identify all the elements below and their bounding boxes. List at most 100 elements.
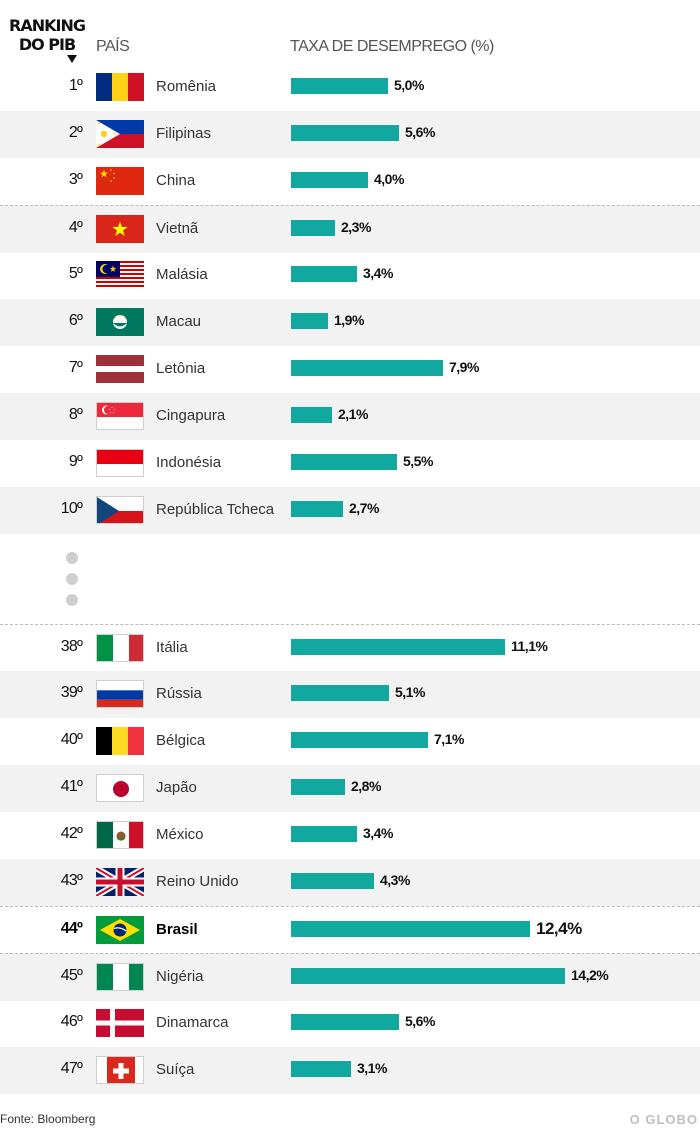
value-label: 7,9% [449,359,479,375]
ranking-row: 39º Rússia 5,1% [0,671,700,718]
nigeria-flag [96,963,144,991]
rank-label: 3º [68,171,83,188]
ranking-row: 1º Romênia 5,0% [0,64,700,111]
value-label: 2,1% [338,406,368,422]
rank-label: 6º [68,312,83,329]
country-name: Reino Unido [156,873,239,890]
value-label: 4,3% [380,872,410,888]
rank-label: 40º [60,731,83,748]
rank-label: 42º [60,825,83,842]
ellipsis-dot-icon [66,594,78,606]
rank-label: 7º [68,359,83,376]
rank-label: 43º [60,872,83,889]
ranking-header: RANKING DO PIB [9,16,86,54]
down-arrow-icon [67,55,77,63]
country-name: Itália [156,639,188,656]
rank-label: 38º [60,638,83,655]
value-label: 11,1% [511,638,548,654]
unemployment-bar [291,732,428,748]
unemployment-bar [291,501,343,517]
country-name: Nigéria [156,968,204,985]
unemployment-bar [291,266,357,282]
unemployment-bar [291,78,388,94]
country-name: México [156,826,204,843]
value-label: 14,2% [571,967,609,983]
value-label: 4,0% [374,171,404,187]
rank-label: 44º [60,920,83,937]
ranking-row: 45º Nigéria 14,2% [0,953,700,1001]
country-name: Indonésia [156,454,222,471]
country-name: Brasil [156,921,198,938]
country-column-header: PAÍS [96,38,130,55]
ranking-row: 40º Bélgica 7,1% [0,718,700,765]
value-label: 3,4% [363,825,393,841]
ranking-row: 38º Itália 11,1% [0,624,700,672]
ellipsis-dot-icon [66,573,78,585]
rank-label: 9º [68,453,83,470]
macau-flag [96,308,144,336]
ranking-row: 3º China 4,0% [0,158,700,205]
uk-flag [96,868,144,896]
ranking-row: 7º Letônia 7,9% [0,346,700,393]
unemployment-bar [291,1014,399,1030]
rank-label: 2º [68,124,83,141]
source-note: Fonte: Bloomberg [0,1112,96,1126]
unemployment-bar [291,779,345,795]
unemployment-bar [291,1061,351,1077]
ranking-row: 2º Filipinas 5,6% [0,111,700,158]
country-name: Bélgica [156,732,206,749]
ranking-row: 43º Reino Unido 4,3% [0,859,700,906]
ranking-row: 10º República Tcheca 2,7% [0,487,700,534]
ranking-row: 4º Vietnã 2,3% [0,205,700,253]
unemployment-bar [291,407,332,423]
value-label: 5,6% [405,124,435,140]
value-label: 5,0% [394,77,424,93]
indonesia-flag [96,449,144,477]
china-flag [96,167,144,195]
country-name: Romênia [156,78,217,95]
value-label: 7,1% [434,731,464,747]
ranking-row: 42º México 3,4% [0,812,700,859]
malaysia-flag [96,261,144,289]
country-name: Macau [156,313,202,330]
ellipsis-dot-icon [66,552,78,564]
value-label: 2,7% [349,500,379,516]
unemployment-bar [291,685,389,701]
japan-flag [96,774,144,802]
rank-label: 8º [68,406,83,423]
unemployment-bar [291,826,357,842]
romania-flag [96,73,144,101]
rank-label: 5º [68,265,83,282]
unemployment-bar [291,639,505,655]
country-name: Malásia [156,266,208,283]
country-name: Rússia [156,685,202,702]
ranking-row: 8º Cingapura 2,1% [0,393,700,440]
rank-label: 47º [60,1060,83,1077]
unemployment-bar [291,454,397,470]
ranking-row: 6º Macau 1,9% [0,299,700,346]
value-label: 12,4% [536,919,582,938]
value-label: 3,4% [363,265,393,281]
singapore-flag [96,402,144,430]
rank-label: 4º [68,219,83,236]
country-name: Dinamarca [156,1014,229,1031]
denmark-flag [96,1009,144,1037]
country-name: República Tcheca [156,501,275,518]
rank-label: 10º [60,500,83,517]
value-label: 3,1% [357,1060,387,1076]
country-name: Vietnã [156,220,199,237]
rank-label: 45º [60,967,83,984]
mexico-flag [96,821,144,849]
ranking-row: 46º Dinamarca 5,6% [0,1000,700,1047]
country-name: Japão [156,779,197,796]
ranking-row: 41º Japão 2,8% [0,765,700,812]
unemployment-bar [291,968,565,984]
unemployment-bar [291,125,399,141]
country-name: Suíça [156,1061,195,1078]
brand-logo: O GLOBO [629,1112,698,1127]
value-label: 5,5% [403,453,433,469]
unemployment-bar [291,172,368,188]
unemployment-bar [291,360,443,376]
ranking-row: 9º Indonésia 5,5% [0,440,700,487]
